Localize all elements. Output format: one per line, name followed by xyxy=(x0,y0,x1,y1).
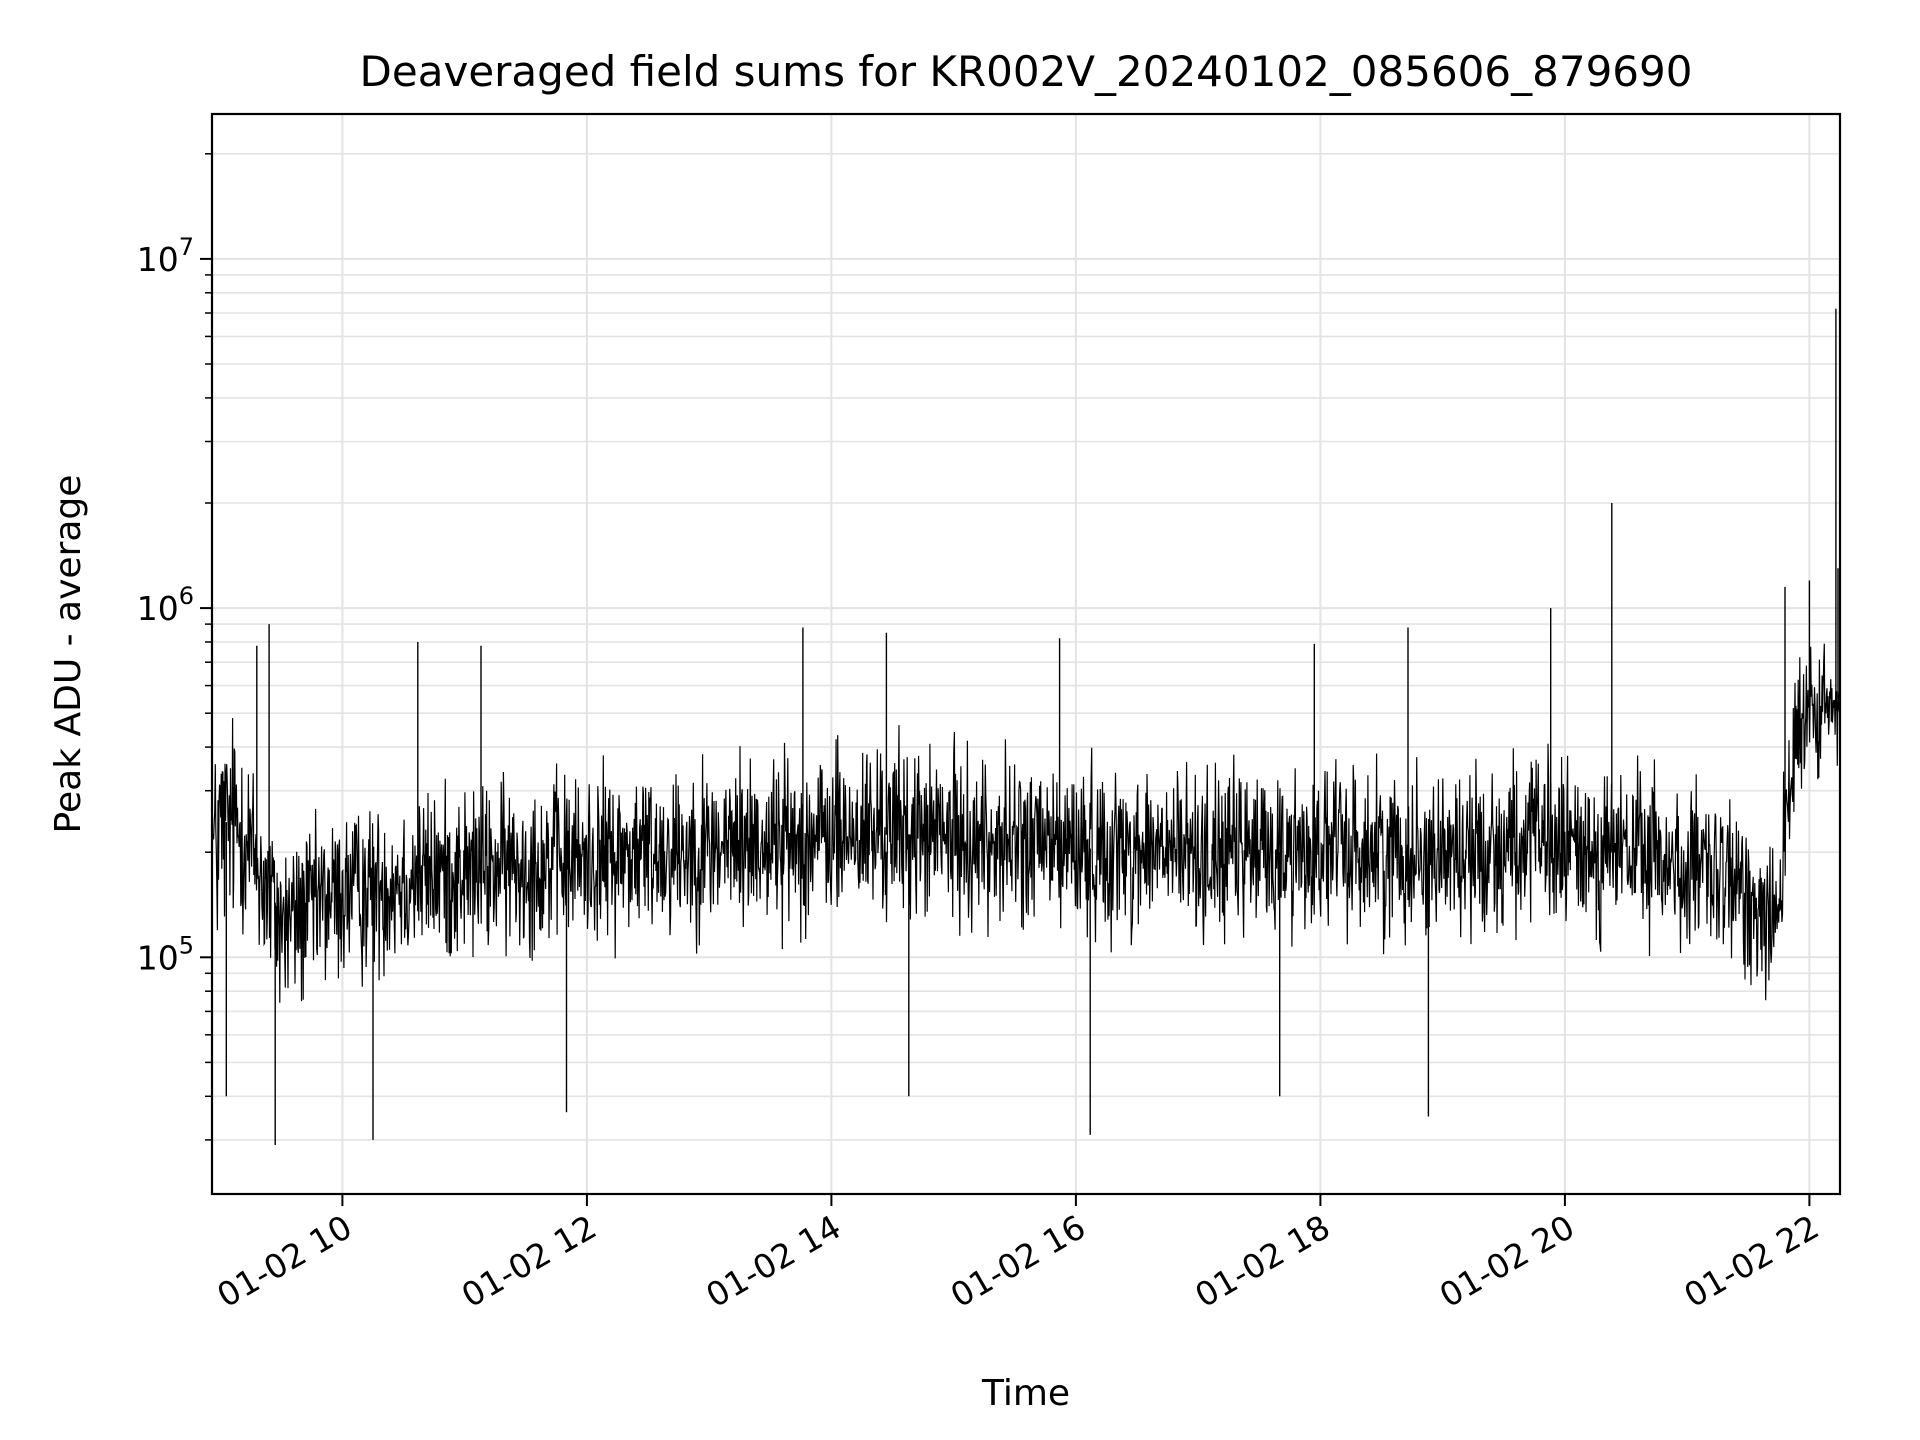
y-axis-label: Peak ADU - average xyxy=(48,475,89,834)
plot-frame xyxy=(210,112,1842,1196)
y-tick-label: 106 xyxy=(137,582,194,628)
series-line xyxy=(211,308,1841,1145)
chart-title: Deaveraged field sums for KR002V_2024010… xyxy=(360,47,1693,96)
y-tick-label: 105 xyxy=(137,931,194,977)
grid xyxy=(212,114,1840,1194)
y-tick-label: 107 xyxy=(137,233,194,279)
y-axis: 105 106 107 xyxy=(137,153,212,1141)
x-axis-label: Time xyxy=(981,1373,1070,1414)
series-path xyxy=(211,643,1841,1003)
